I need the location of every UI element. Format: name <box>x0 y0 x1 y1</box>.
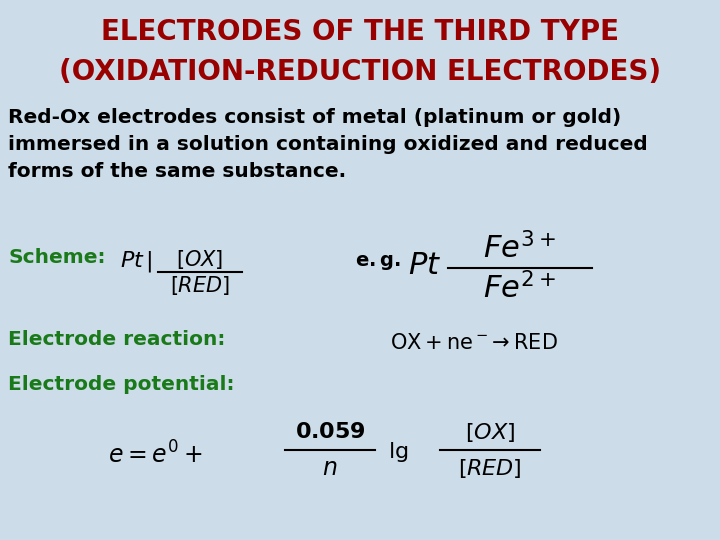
Text: $n$: $n$ <box>323 456 338 480</box>
Text: $[OX]$: $[OX]$ <box>176 248 224 271</box>
Text: $[OX]$: $[OX]$ <box>465 421 515 443</box>
Text: $[RED]$: $[RED]$ <box>170 274 230 297</box>
Text: $Pt\,|$: $Pt\,|$ <box>120 249 153 274</box>
Text: $[RED]$: $[RED]$ <box>458 456 522 480</box>
Text: ELECTRODES OF THE THIRD TYPE: ELECTRODES OF THE THIRD TYPE <box>101 18 619 46</box>
Text: Electrode potential:: Electrode potential: <box>8 375 235 394</box>
Text: $e = e^{0} +$: $e = e^{0} +$ <box>108 441 202 469</box>
Text: $\mathbf{e.g.}$: $\mathbf{e.g.}$ <box>355 253 401 272</box>
Text: Electrode reaction:: Electrode reaction: <box>8 330 225 349</box>
Text: immersed in a solution containing oxidized and reduced: immersed in a solution containing oxidiz… <box>8 135 648 154</box>
Text: forms of the same substance.: forms of the same substance. <box>8 162 346 181</box>
Text: $Pt$: $Pt$ <box>408 251 441 280</box>
Text: Scheme:: Scheme: <box>8 248 106 267</box>
Text: $\mathrm{OX + ne^-\!\rightarrow RED}$: $\mathrm{OX + ne^-\!\rightarrow RED}$ <box>390 333 558 353</box>
Text: $\mathbf{0.059}$: $\mathbf{0.059}$ <box>294 422 366 442</box>
Text: $\mathrm{lg}$: $\mathrm{lg}$ <box>388 440 408 464</box>
Text: (OXIDATION-REDUCTION ELECTRODES): (OXIDATION-REDUCTION ELECTRODES) <box>59 58 661 86</box>
Text: Red-Ox electrodes consist of metal (platinum or gold): Red-Ox electrodes consist of metal (plat… <box>8 108 621 127</box>
Text: $Fe^{3+}$: $Fe^{3+}$ <box>483 232 557 265</box>
Text: $Fe^{2+}$: $Fe^{2+}$ <box>483 272 557 305</box>
